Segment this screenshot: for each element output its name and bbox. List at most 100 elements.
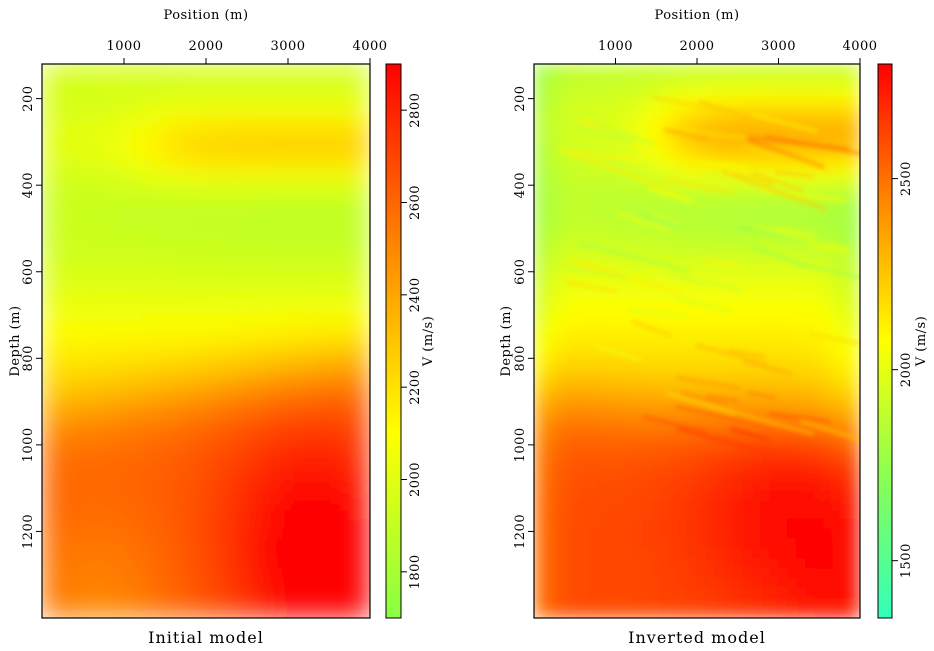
heatmap-cell <box>768 83 779 95</box>
heatmap-cell <box>42 508 52 520</box>
heatmap-cell <box>214 399 225 411</box>
heatmap-cell <box>360 291 370 302</box>
heatmap-cell <box>741 340 752 352</box>
heatmap-cell <box>687 231 698 243</box>
heatmap-cell <box>615 300 626 312</box>
heatmap-cell <box>241 211 253 223</box>
heatmap-cell <box>723 488 734 500</box>
heatmap-cell <box>59 597 70 609</box>
heatmap-cell <box>260 607 271 618</box>
heatmap-cell <box>314 330 325 342</box>
heatmap-cell <box>678 300 689 312</box>
heatmap-cell <box>633 261 644 273</box>
heatmap-cell <box>605 310 616 322</box>
heatmap-cell <box>287 93 298 105</box>
heatmap-cell <box>169 83 180 95</box>
heatmap-cell <box>150 538 161 550</box>
heatmap-cell <box>823 488 834 500</box>
heatmap-cell <box>150 597 161 609</box>
heatmap-cell <box>841 469 852 480</box>
heatmap-cell <box>214 83 225 95</box>
heatmap-cell <box>723 231 734 243</box>
heatmap-cell <box>560 192 571 203</box>
heatmap-cell <box>114 449 125 461</box>
heatmap-cell <box>850 508 860 520</box>
heatmap-cell <box>178 350 189 362</box>
heatmap-cell <box>114 64 125 75</box>
heatmap-cell <box>251 64 262 75</box>
heatmap-cell <box>569 389 580 401</box>
heatmap-cell <box>587 587 598 599</box>
heatmap-cell <box>615 182 626 194</box>
heatmap-cell <box>342 528 353 540</box>
heatmap-cell <box>814 488 825 500</box>
heatmap-cell <box>59 64 70 75</box>
heatmap-cell <box>251 221 262 233</box>
heatmap-cell <box>196 488 207 500</box>
heatmap-cell <box>651 399 662 411</box>
heatmap-cell <box>323 518 335 530</box>
heatmap-cell <box>578 350 589 362</box>
heatmap-cell <box>305 202 316 213</box>
heatmap-cell <box>159 488 171 500</box>
heatmap-cell <box>850 409 860 421</box>
heatmap-cell <box>42 597 52 609</box>
heatmap-cell <box>150 419 161 431</box>
heatmap-cell <box>260 300 271 312</box>
heatmap-cell <box>114 310 125 322</box>
heatmap-cell <box>678 370 689 382</box>
heatmap-cell <box>223 64 234 75</box>
heatmap-cell <box>169 419 180 431</box>
stripe-artefact <box>571 259 622 275</box>
heatmap-cell <box>77 558 89 570</box>
heatmap-cell <box>605 93 616 105</box>
heatmap-cell <box>296 469 307 480</box>
heatmap-cell <box>296 83 307 95</box>
heatmap-cell <box>551 587 562 599</box>
heatmap-cell <box>178 459 189 471</box>
x-tick-label: 1000 <box>106 39 141 54</box>
heatmap-cell <box>333 568 344 579</box>
heatmap-cell <box>723 251 734 263</box>
heatmap-cell <box>251 281 262 293</box>
heatmap-cell <box>141 132 152 144</box>
heatmap-cell <box>251 122 262 134</box>
heatmap-cell <box>823 221 834 233</box>
heatmap-cell <box>159 340 171 352</box>
heatmap-cell <box>178 211 189 223</box>
heatmap-cell <box>196 182 207 194</box>
heatmap-cell <box>642 221 653 233</box>
heatmap-cell <box>50 498 61 510</box>
heatmap-cell <box>805 291 816 302</box>
heatmap-cell <box>114 350 125 362</box>
heatmap-cell <box>96 202 107 213</box>
heatmap-cell <box>705 607 716 618</box>
heatmap-cell <box>178 399 189 411</box>
heatmap-cell <box>705 142 716 154</box>
heatmap-cell <box>678 607 689 618</box>
heatmap-cell <box>787 488 798 500</box>
heatmap-cell <box>633 192 644 203</box>
heatmap-cell <box>587 64 598 75</box>
heatmap-cell <box>832 498 843 510</box>
heatmap-cell <box>814 498 825 510</box>
heatmap-cell <box>642 251 653 263</box>
heatmap-cell <box>187 320 198 332</box>
heatmap-cell <box>651 607 662 618</box>
heatmap-cell <box>123 142 134 154</box>
heatmap-cell <box>269 231 280 243</box>
heatmap-cell <box>578 211 589 223</box>
heatmap-cell <box>768 300 779 312</box>
heatmap-cell <box>669 508 680 520</box>
heatmap-cell <box>778 172 789 184</box>
heatmap-cell <box>805 607 816 618</box>
heatmap-cell <box>169 64 180 75</box>
heatmap-cell <box>232 73 243 85</box>
heatmap-cell <box>768 271 779 283</box>
heatmap-cell <box>260 291 271 302</box>
heatmap-cell <box>587 548 598 560</box>
heatmap-cell <box>223 409 234 421</box>
heatmap-cell <box>569 182 580 194</box>
heatmap-cell <box>287 528 298 540</box>
